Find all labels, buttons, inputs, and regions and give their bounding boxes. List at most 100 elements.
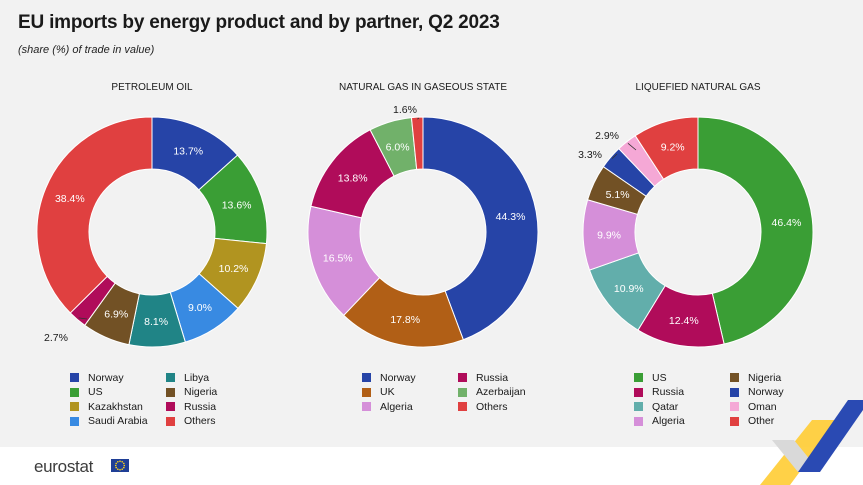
legend-item-us: US: [70, 386, 166, 400]
data-label-qatar: 10.9%: [614, 283, 644, 295]
legend-label: Others: [184, 415, 216, 428]
legend-label: Norway: [88, 371, 124, 384]
legend-natural-gas: Norway Russia UK Azerbaijan Algeria Others: [362, 371, 568, 414]
legend-swatch: [362, 373, 371, 383]
legend-label: Nigeria: [184, 386, 218, 399]
legend-label: Algeria: [380, 400, 413, 413]
legend-lng: US Nigeria Russia Norway Qatar Oman Algeria Oth…: [634, 371, 840, 428]
slice-others: [634, 116, 699, 180]
legend-swatch: [458, 402, 467, 412]
data-label-norway: 44.3%: [496, 211, 526, 223]
data-label-nigeria: 6.9%: [104, 309, 128, 321]
data-label-nigeria: 5.1%: [606, 189, 630, 201]
legend-item-nigeria: Nigeria: [166, 386, 276, 400]
legend-item-algeria: Algeria: [634, 415, 730, 429]
legend-item-norway: Norway: [362, 371, 458, 385]
data-label-norway: 3.3%: [578, 149, 602, 161]
legend-swatch: [362, 402, 371, 412]
data-label-kazakhstan: 10.2%: [219, 263, 249, 275]
legend-item-russia: Russia: [166, 400, 276, 414]
legend-label: US: [652, 371, 667, 384]
legend-label: Russia: [184, 400, 217, 413]
leader-line: [78, 317, 88, 320]
data-label-us: 46.4%: [772, 217, 802, 229]
legend-swatch: [730, 402, 739, 412]
decorative-chevron-shape: [760, 400, 863, 485]
legend-label: Qatar: [652, 400, 679, 413]
legend-swatch: [166, 402, 175, 412]
legend-swatch: [634, 402, 643, 412]
legend-swatch: [70, 387, 79, 397]
legend-swatch: [166, 416, 175, 426]
legend-label: US: [88, 386, 103, 399]
legend-label: Norway: [748, 386, 784, 399]
eurostat-logo-text: eurostat: [34, 457, 94, 476]
legend-item-uk: UK: [362, 386, 458, 400]
legend-item-others: Others: [166, 415, 276, 429]
legend-item-oman: Oman: [730, 400, 840, 414]
data-label-others: 1.6%: [393, 104, 417, 116]
data-label-algeria: 9.9%: [597, 229, 621, 241]
legend-swatch: [730, 416, 739, 426]
leader-line: [627, 143, 637, 151]
legend-label: Algeria: [652, 415, 685, 428]
legend-swatch: [730, 373, 739, 383]
leader-line: [611, 153, 618, 159]
data-label-russia: 12.4%: [669, 315, 699, 327]
legend-item-qatar: Qatar: [634, 400, 730, 414]
data-label-norway: 13.7%: [173, 146, 203, 158]
legend-item-others: Others: [458, 400, 568, 414]
data-label-russia: 2.7%: [44, 332, 68, 344]
legend-item-saudi-arabia: Saudi Arabia: [70, 415, 166, 429]
data-label-azerbaijan: 6.0%: [386, 142, 410, 154]
legend-item-azerbaijan: Azerbaijan: [458, 386, 568, 400]
legend-label: Azerbaijan: [476, 386, 526, 399]
slice-others: [410, 116, 424, 170]
panel-title-lng: LIQUEFIED NATURAL GAS: [635, 82, 761, 93]
legend-item-libya: Libya: [166, 371, 276, 385]
legend-item-norway: Norway: [730, 386, 840, 400]
legend-item-russia: Russia: [634, 386, 730, 400]
legend-label: Saudi Arabia: [88, 415, 148, 428]
legend-item-other: Other: [730, 415, 840, 429]
data-label-saudi-arabia: 9.0%: [188, 302, 212, 314]
legend-swatch: [634, 387, 643, 397]
legend-label: Russia: [476, 371, 509, 384]
data-label-others: 38.4%: [55, 193, 85, 205]
legend-swatch: [70, 373, 79, 383]
legend-swatch: [458, 373, 467, 383]
legend-label: Nigeria: [748, 371, 782, 384]
legend-swatch: [166, 387, 175, 397]
legend-swatch: [730, 387, 739, 397]
legend-item-nigeria: Nigeria: [730, 371, 840, 385]
legend-label: Other: [748, 415, 775, 428]
legend-item-russia: Russia: [458, 371, 568, 385]
legend-swatch: [458, 387, 467, 397]
chart-subtitle: (share (%) of trade in value): [18, 44, 155, 56]
legend-label: Kazakhstan: [88, 400, 143, 413]
data-label-libya: 8.1%: [144, 316, 168, 328]
legend-petroleum-oil: Norway Libya US Nigeria Kazakhstan Russia Saud…: [70, 371, 276, 428]
data-label-russia: 13.8%: [338, 172, 368, 184]
legend-label: Russia: [652, 386, 685, 399]
eu-flag-icon: [111, 459, 129, 472]
legend-item-norway: Norway: [70, 371, 166, 385]
legend-item-algeria: Algeria: [362, 400, 458, 414]
legend-item-kazakhstan: Kazakhstan: [70, 400, 166, 414]
footer-bar: [0, 447, 863, 485]
chart-title: EU imports by energy product and by part…: [18, 12, 500, 33]
panel-title-petroleum-oil: PETROLEUM OIL: [111, 82, 193, 93]
slice-others: [36, 116, 153, 314]
legend-label: Norway: [380, 371, 416, 384]
slice-norway: [422, 116, 539, 341]
data-label-others: 9.2%: [661, 142, 685, 154]
data-label-us: 13.6%: [222, 199, 252, 211]
panel-title-natural-gas: NATURAL GAS IN GASEOUS STATE: [339, 82, 507, 93]
legend-swatch: [70, 402, 79, 412]
slice-us: [697, 116, 814, 345]
legend-label: UK: [380, 386, 395, 399]
legend-item-us: US: [634, 371, 730, 385]
